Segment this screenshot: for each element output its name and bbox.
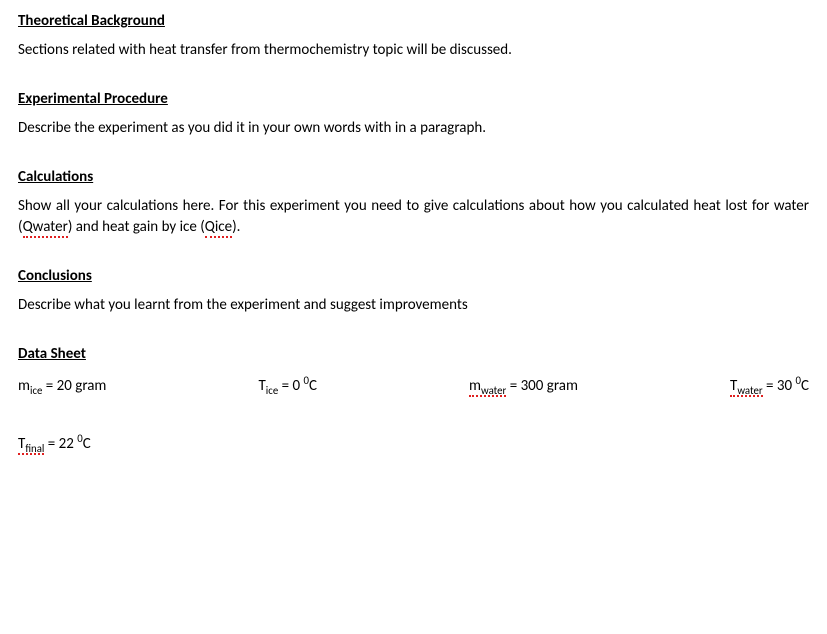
t-final-unit: C [83, 435, 91, 453]
body-calculations: Show all your calculations here. For thi… [18, 196, 809, 240]
t-water-subscript: water [737, 384, 762, 397]
t-ice-unit: C [309, 377, 317, 395]
body-theoretical: Sections related with heat transfer from… [18, 40, 809, 62]
m-ice-symbol: m [18, 377, 30, 395]
q-ice-term: Qice [205, 218, 232, 238]
data-t-water: Twater = 30 0C [730, 377, 809, 395]
t-ice-symbol: T [258, 377, 265, 395]
body-procedure: Describe the experiment as you did it in… [18, 118, 809, 140]
m-water-symbol: m [469, 377, 481, 395]
m-water-symbol-wrap: mwater [469, 377, 506, 397]
data-row-1: mice = 20 gram Tice = 0 0C mwater = 300 … [18, 377, 809, 395]
t-water-unit: C [801, 377, 809, 395]
t-ice-subscript: ice [266, 384, 278, 397]
document-page: Theoretical Background Sections related … [0, 0, 827, 471]
data-t-ice: Tice = 0 0C [258, 377, 316, 395]
heading-calculations: Calculations [18, 168, 809, 186]
body-conclusions: Describe what you learnt from the experi… [18, 295, 809, 317]
data-m-water: mwater = 300 gram [469, 377, 578, 395]
data-row-2: Tfinal = 22 0C [18, 435, 809, 453]
calc-text-post: ). [232, 218, 240, 236]
t-water-eq: = 30 [763, 377, 796, 395]
m-ice-value: = 20 gram [42, 377, 106, 395]
t-final-eq: = 22 [44, 435, 77, 453]
heading-conclusions: Conclusions [18, 267, 809, 285]
calc-text-mid: ) and heat gain by ice ( [68, 218, 205, 236]
m-water-value: = 300 gram [506, 377, 578, 395]
t-water-symbol-wrap: Twater [730, 377, 763, 397]
data-t-final: Tfinal = 22 0C [18, 435, 91, 453]
t-final-subscript: final [25, 442, 44, 455]
m-ice-subscript: ice [30, 384, 42, 397]
t-ice-eq: = 0 [278, 377, 303, 395]
q-water-term: Qwater [23, 218, 68, 238]
heading-procedure: Experimental Procedure [18, 90, 809, 108]
m-water-subscript: water [481, 384, 506, 397]
heading-theoretical: Theoretical Background [18, 12, 809, 30]
heading-datasheet: Data Sheet [18, 345, 809, 363]
data-m-ice: mice = 20 gram [18, 377, 106, 395]
t-final-symbol-wrap: Tfinal [18, 435, 44, 455]
